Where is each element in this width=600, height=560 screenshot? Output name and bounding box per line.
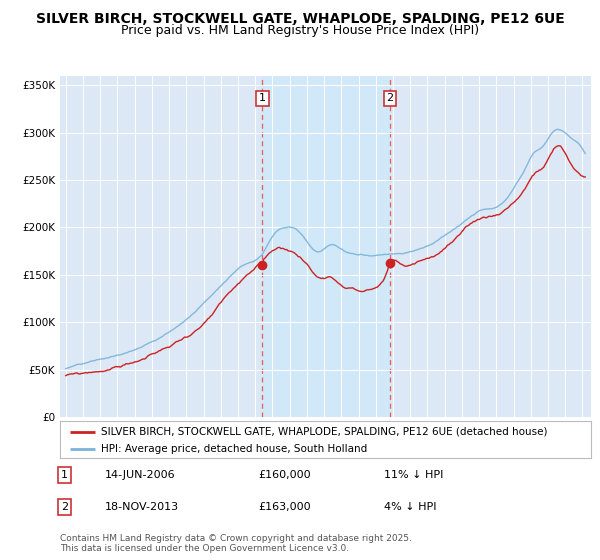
Text: 2: 2 <box>61 502 68 512</box>
Text: 4% ↓ HPI: 4% ↓ HPI <box>384 502 437 512</box>
Text: 2: 2 <box>386 94 394 104</box>
Text: 1: 1 <box>61 470 68 480</box>
Text: HPI: Average price, detached house, South Holland: HPI: Average price, detached house, Sout… <box>101 445 368 454</box>
Text: SILVER BIRCH, STOCKWELL GATE, WHAPLODE, SPALDING, PE12 6UE: SILVER BIRCH, STOCKWELL GATE, WHAPLODE, … <box>35 12 565 26</box>
Text: Contains HM Land Registry data © Crown copyright and database right 2025.
This d: Contains HM Land Registry data © Crown c… <box>60 534 412 553</box>
Text: £163,000: £163,000 <box>258 502 311 512</box>
Text: £160,000: £160,000 <box>258 470 311 480</box>
Text: SILVER BIRCH, STOCKWELL GATE, WHAPLODE, SPALDING, PE12 6UE (detached house): SILVER BIRCH, STOCKWELL GATE, WHAPLODE, … <box>101 427 548 437</box>
Text: 14-JUN-2006: 14-JUN-2006 <box>105 470 176 480</box>
Bar <box>262 76 390 417</box>
Text: 18-NOV-2013: 18-NOV-2013 <box>105 502 179 512</box>
Text: Price paid vs. HM Land Registry's House Price Index (HPI): Price paid vs. HM Land Registry's House … <box>121 24 479 37</box>
Text: 11% ↓ HPI: 11% ↓ HPI <box>384 470 443 480</box>
Text: 1: 1 <box>259 94 266 104</box>
